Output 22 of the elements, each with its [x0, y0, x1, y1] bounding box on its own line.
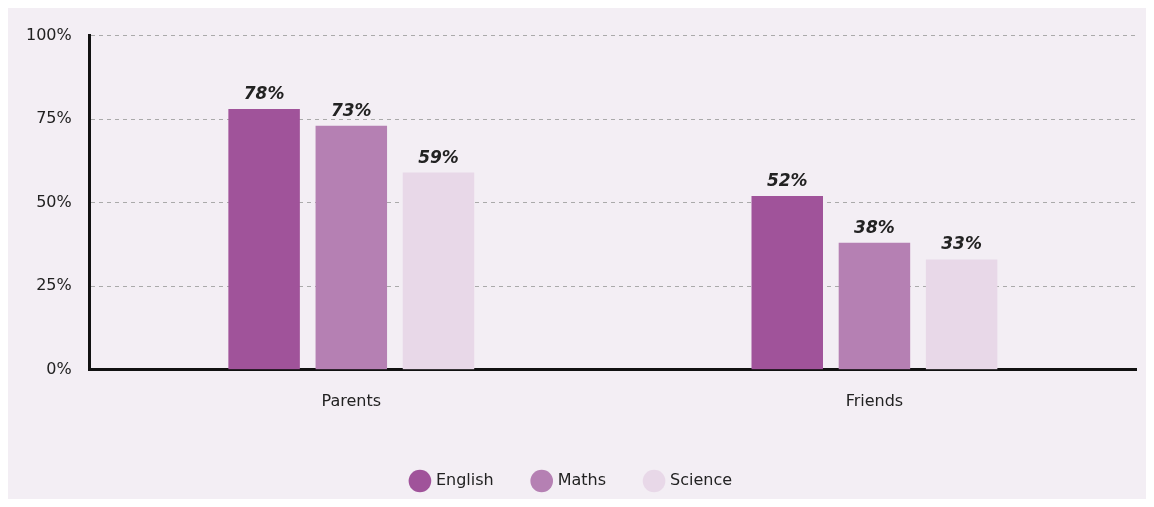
bar — [751, 196, 823, 370]
data-label: 52% — [766, 169, 808, 190]
y-tick-label: 100% — [25, 24, 72, 44]
data-label: 73% — [330, 99, 372, 120]
x-tick-label: Parents — [321, 390, 382, 410]
bar — [838, 242, 911, 370]
y-tick-label: 50% — [36, 191, 72, 211]
data-label: 33% — [941, 233, 982, 254]
data-label: 78% — [243, 83, 285, 104]
bar — [228, 109, 300, 370]
y-tick-label: 0% — [46, 358, 72, 378]
bar — [402, 172, 475, 370]
y-tick-label: 75% — [36, 108, 72, 128]
legend-label: Science — [670, 470, 733, 490]
bar — [315, 125, 388, 370]
x-tick-label: Friends — [845, 390, 904, 410]
data-label: 59% — [418, 146, 459, 167]
legend-label: Maths — [557, 470, 607, 490]
data-label: 38% — [854, 216, 895, 237]
legend-label: English — [435, 470, 494, 490]
bar — [925, 259, 998, 370]
y-tick-label: 25% — [36, 275, 72, 295]
